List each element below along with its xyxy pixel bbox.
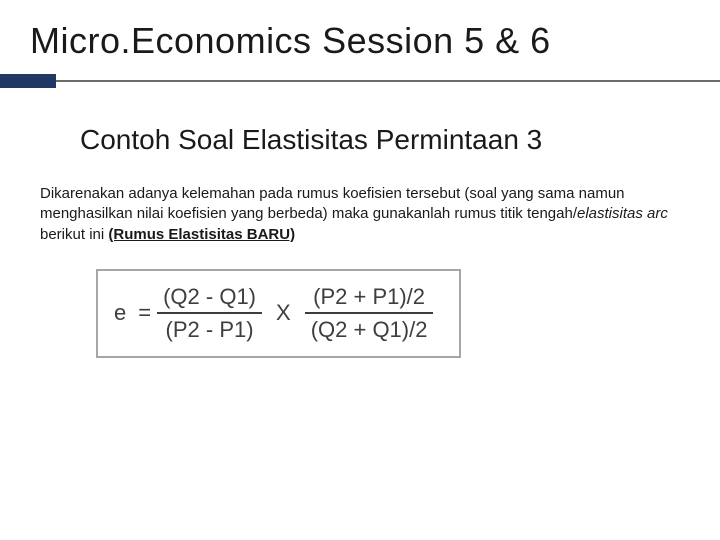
formula-lhs: e xyxy=(114,300,132,326)
formula-box: e = (Q2 - Q1) (P2 - P1) X (P2 + P1)/2 (Q… xyxy=(96,269,461,358)
accent-block xyxy=(0,74,56,88)
formula-fraction-1: (Q2 - Q1) (P2 - P1) xyxy=(157,281,262,346)
formula-fraction-2: (P2 + P1)/2 (Q2 + Q1)/2 xyxy=(305,281,434,346)
formula-container: e = (Q2 - Q1) (P2 - P1) X (P2 + P1)/2 (Q… xyxy=(96,269,720,358)
arc-elasticity-formula: e = (Q2 - Q1) (P2 - P1) X (P2 + P1)/2 (Q… xyxy=(114,281,433,346)
title-rule xyxy=(0,74,720,88)
frac1-numerator: (Q2 - Q1) xyxy=(157,281,262,313)
formula-times: X xyxy=(262,300,305,326)
body-underlined: (Rumus Elastisitas BARU) xyxy=(108,226,295,243)
body-part1: Dikarenakan adanya kelemahan pada rumus … xyxy=(40,185,625,222)
body-part2: berikut ini xyxy=(40,226,108,243)
rule-line xyxy=(56,74,720,88)
slide-subtitle: Contoh Soal Elastisitas Permintaan 3 xyxy=(0,88,720,156)
frac2-denominator: (Q2 + Q1)/2 xyxy=(305,314,434,346)
body-italic: elastisitas arc xyxy=(577,205,668,222)
frac1-denominator: (P2 - P1) xyxy=(160,314,260,346)
body-paragraph: Dikarenakan adanya kelemahan pada rumus … xyxy=(0,156,720,245)
formula-equals: = xyxy=(132,300,157,326)
frac2-numerator: (P2 + P1)/2 xyxy=(307,281,431,313)
slide-title: Micro.Economics Session 5 & 6 xyxy=(0,0,720,74)
